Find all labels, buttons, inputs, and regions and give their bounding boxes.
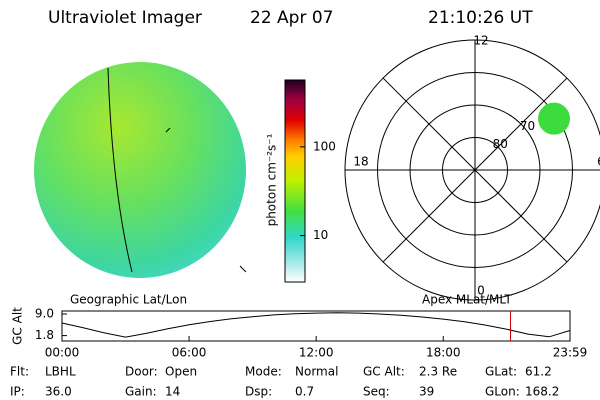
- ring: [409, 104, 541, 236]
- colorbar: [285, 80, 305, 282]
- field-value: 36.0: [45, 385, 72, 399]
- uv-image: [34, 62, 247, 278]
- field-label: GLat:: [485, 365, 517, 379]
- field-label: Gain:: [125, 385, 157, 399]
- x-tick-label: 12:00: [299, 346, 334, 360]
- field-label: Door:: [125, 365, 158, 379]
- mlt-label: 0: [477, 284, 485, 298]
- x-tick-label: 00:00: [45, 346, 80, 360]
- ring: [377, 72, 573, 268]
- x-tick-label: 23:59: [553, 346, 588, 360]
- field-value: 39: [419, 385, 434, 399]
- field-label: IP:: [10, 385, 25, 399]
- colorbar-label: photon cm⁻²s⁻¹: [265, 133, 279, 226]
- annotation: Geographic Lat/Lon: [70, 293, 187, 307]
- tick-label: 10: [313, 228, 328, 242]
- mlt-label: 18: [353, 155, 368, 169]
- gc-alt-line: [61, 312, 571, 338]
- y-tick-label: 9.0: [35, 307, 54, 321]
- mlt-label: 12: [473, 34, 488, 48]
- x-tick-label: 06:00: [172, 346, 207, 360]
- earth-disk: [34, 62, 246, 278]
- tick-label: 100: [313, 139, 336, 153]
- field-value: 168.2: [525, 385, 559, 399]
- field-value: 2.3 Re: [419, 365, 457, 379]
- y-tick-label: 1.8: [35, 328, 54, 342]
- time: 21:10:26 UT: [428, 8, 533, 28]
- field-label: Mode:: [245, 365, 282, 379]
- ring-label: 70: [520, 119, 535, 133]
- field-label: Flt:: [10, 365, 29, 379]
- field-value: Normal: [295, 365, 338, 379]
- field-value: 61.2: [525, 365, 552, 379]
- field-label: GLon:: [485, 385, 520, 399]
- instrument: Ultraviolet Imager: [48, 8, 202, 28]
- field-label: Seq:: [363, 385, 390, 399]
- y-axis-label: GC Alt: [11, 307, 25, 345]
- annotation: Apex MLat/MLT: [422, 293, 512, 307]
- mlt-label: 6: [597, 155, 600, 169]
- ring: [442, 137, 508, 203]
- field-value: LBHL: [45, 365, 76, 379]
- meridian: [107, 67, 133, 273]
- date: 22 Apr 07: [250, 8, 333, 28]
- field-value: 14: [165, 385, 180, 399]
- footer: Flt: LBHL Door: Open Mode: Normal GC Alt: 2.3 R…: [10, 365, 559, 399]
- ring-label: 80: [493, 137, 508, 151]
- field-value: 0.7: [295, 385, 314, 399]
- footprint: [538, 102, 571, 135]
- tick: [239, 265, 247, 273]
- field-value: Open: [165, 365, 197, 379]
- field-label: Dsp:: [245, 385, 272, 399]
- tick: [165, 127, 171, 133]
- field-label: GC Alt:: [363, 365, 405, 379]
- x-tick-label: 18:00: [426, 346, 461, 360]
- colorbar-frame: [284, 79, 306, 283]
